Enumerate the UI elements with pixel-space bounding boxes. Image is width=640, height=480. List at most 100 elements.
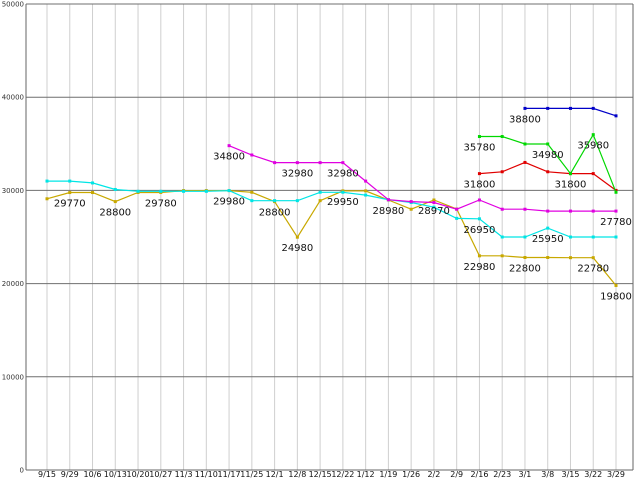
series-2-point (295, 161, 299, 165)
y-tick-label: 40000 (2, 94, 24, 102)
series-2-point (568, 209, 572, 213)
series-4-point (568, 172, 572, 176)
x-tick-label: 10/27 (149, 470, 172, 479)
x-tick-label: 3/22 (584, 470, 602, 479)
y-tick-label: 20000 (2, 280, 24, 288)
data-label: 19800 (600, 291, 632, 302)
y-tick-label: 50000 (2, 1, 24, 9)
series-1-point (159, 189, 163, 193)
x-tick-label: 12/8 (288, 470, 306, 479)
x-tick-label: 12/15 (309, 470, 332, 479)
data-label: 31800 (464, 180, 496, 191)
x-tick-label: 11/3 (175, 470, 193, 479)
series-2-point (455, 207, 459, 211)
series-1-point (204, 189, 208, 193)
series-1-point (568, 235, 572, 239)
x-tick-label: 3/15 (561, 470, 579, 479)
series-1-point (500, 235, 504, 239)
series-0-point (45, 197, 49, 201)
y-tick-label: 30000 (2, 187, 24, 195)
series-4-point (523, 142, 527, 146)
series-4-point (546, 142, 550, 146)
data-label: 31800 (555, 180, 587, 191)
data-label: 28800 (99, 208, 131, 219)
series-2-point (591, 209, 595, 213)
series-5-point (614, 114, 618, 118)
x-tick-label: 2/23 (493, 470, 511, 479)
series-1-point (273, 199, 277, 203)
data-label: 28980 (372, 206, 404, 217)
series-1-point (523, 235, 527, 239)
data-label: 29770 (54, 199, 86, 210)
y-tick-label: 10000 (2, 373, 24, 381)
series-1-point (318, 190, 322, 194)
series-2-point (273, 161, 277, 165)
series-0-point (500, 254, 504, 258)
x-tick-label: 9/15 (38, 470, 56, 479)
series-3-point (546, 170, 550, 174)
series-0-point (250, 190, 254, 194)
series-0-line (46, 190, 617, 286)
series-4-point (591, 133, 595, 137)
series-4-point (500, 135, 504, 139)
series-1-point (364, 193, 368, 197)
series-1-point (477, 217, 481, 221)
series-0-point (364, 189, 368, 193)
series-3-point (614, 188, 618, 192)
series-2-point (523, 207, 527, 211)
x-tick-label: 1/12 (357, 470, 375, 479)
series-1-point (68, 179, 72, 183)
vertical-gridlines (46, 4, 617, 470)
series-1-point (432, 205, 436, 209)
series-0-point (295, 235, 299, 239)
series-5-point (523, 106, 527, 110)
series-3-point (591, 172, 595, 176)
series-1-point (136, 189, 140, 193)
series-2-point (432, 201, 436, 205)
series-0-point (614, 283, 618, 287)
series-3-point (500, 170, 504, 174)
series-5-point (546, 106, 550, 110)
series-0-point (568, 256, 572, 260)
series-0-point (591, 256, 595, 260)
x-tick-label: 3/29 (607, 470, 625, 479)
x-tick-label: 10/13 (104, 470, 127, 479)
series-0-point (91, 191, 95, 195)
series-4-point (614, 190, 618, 194)
y-tick-label: 0 (20, 467, 24, 475)
x-tick-label: 2/9 (450, 470, 463, 479)
series-0-point (113, 200, 117, 204)
x-axis-tick-labels: 9/15 9/29 10/6 10/13 10/20 10/27 11/3 11/10 11/1… (38, 470, 625, 479)
x-tick-label: 3/8 (541, 470, 554, 479)
series-2-point (341, 161, 345, 165)
data-label: 22780 (577, 264, 609, 275)
series-1-point (182, 189, 186, 193)
series-0-point (546, 256, 550, 260)
series-0-point (318, 199, 322, 203)
data-label: 29950 (327, 197, 359, 208)
series-0-point (477, 254, 481, 258)
horizontal-gridlines (26, 3, 633, 378)
x-tick-label: 9/29 (61, 470, 79, 479)
series-1-point (45, 179, 49, 183)
x-tick-label: 11/10 (195, 470, 218, 479)
series-1-line (47, 180, 616, 238)
x-tick-label: 1/19 (379, 470, 397, 479)
series-2-point (477, 198, 481, 202)
series-1-point (295, 199, 299, 203)
series-3-point (523, 160, 527, 164)
series-2-point (318, 161, 322, 165)
series-1-point (455, 216, 459, 220)
series-lines (45, 106, 618, 287)
series-3-point (477, 172, 481, 176)
x-tick-label: 2/2 (427, 470, 440, 479)
data-label: 26950 (464, 225, 496, 236)
x-tick-label: 12/1 (266, 470, 284, 479)
series-2-point (364, 179, 368, 183)
series-2-point (614, 209, 618, 213)
series-1-point (546, 226, 550, 230)
data-label: 32980 (327, 169, 359, 180)
data-label: 29780 (145, 198, 177, 209)
x-tick-label: 1/26 (402, 470, 420, 479)
data-label: 28800 (259, 208, 291, 219)
